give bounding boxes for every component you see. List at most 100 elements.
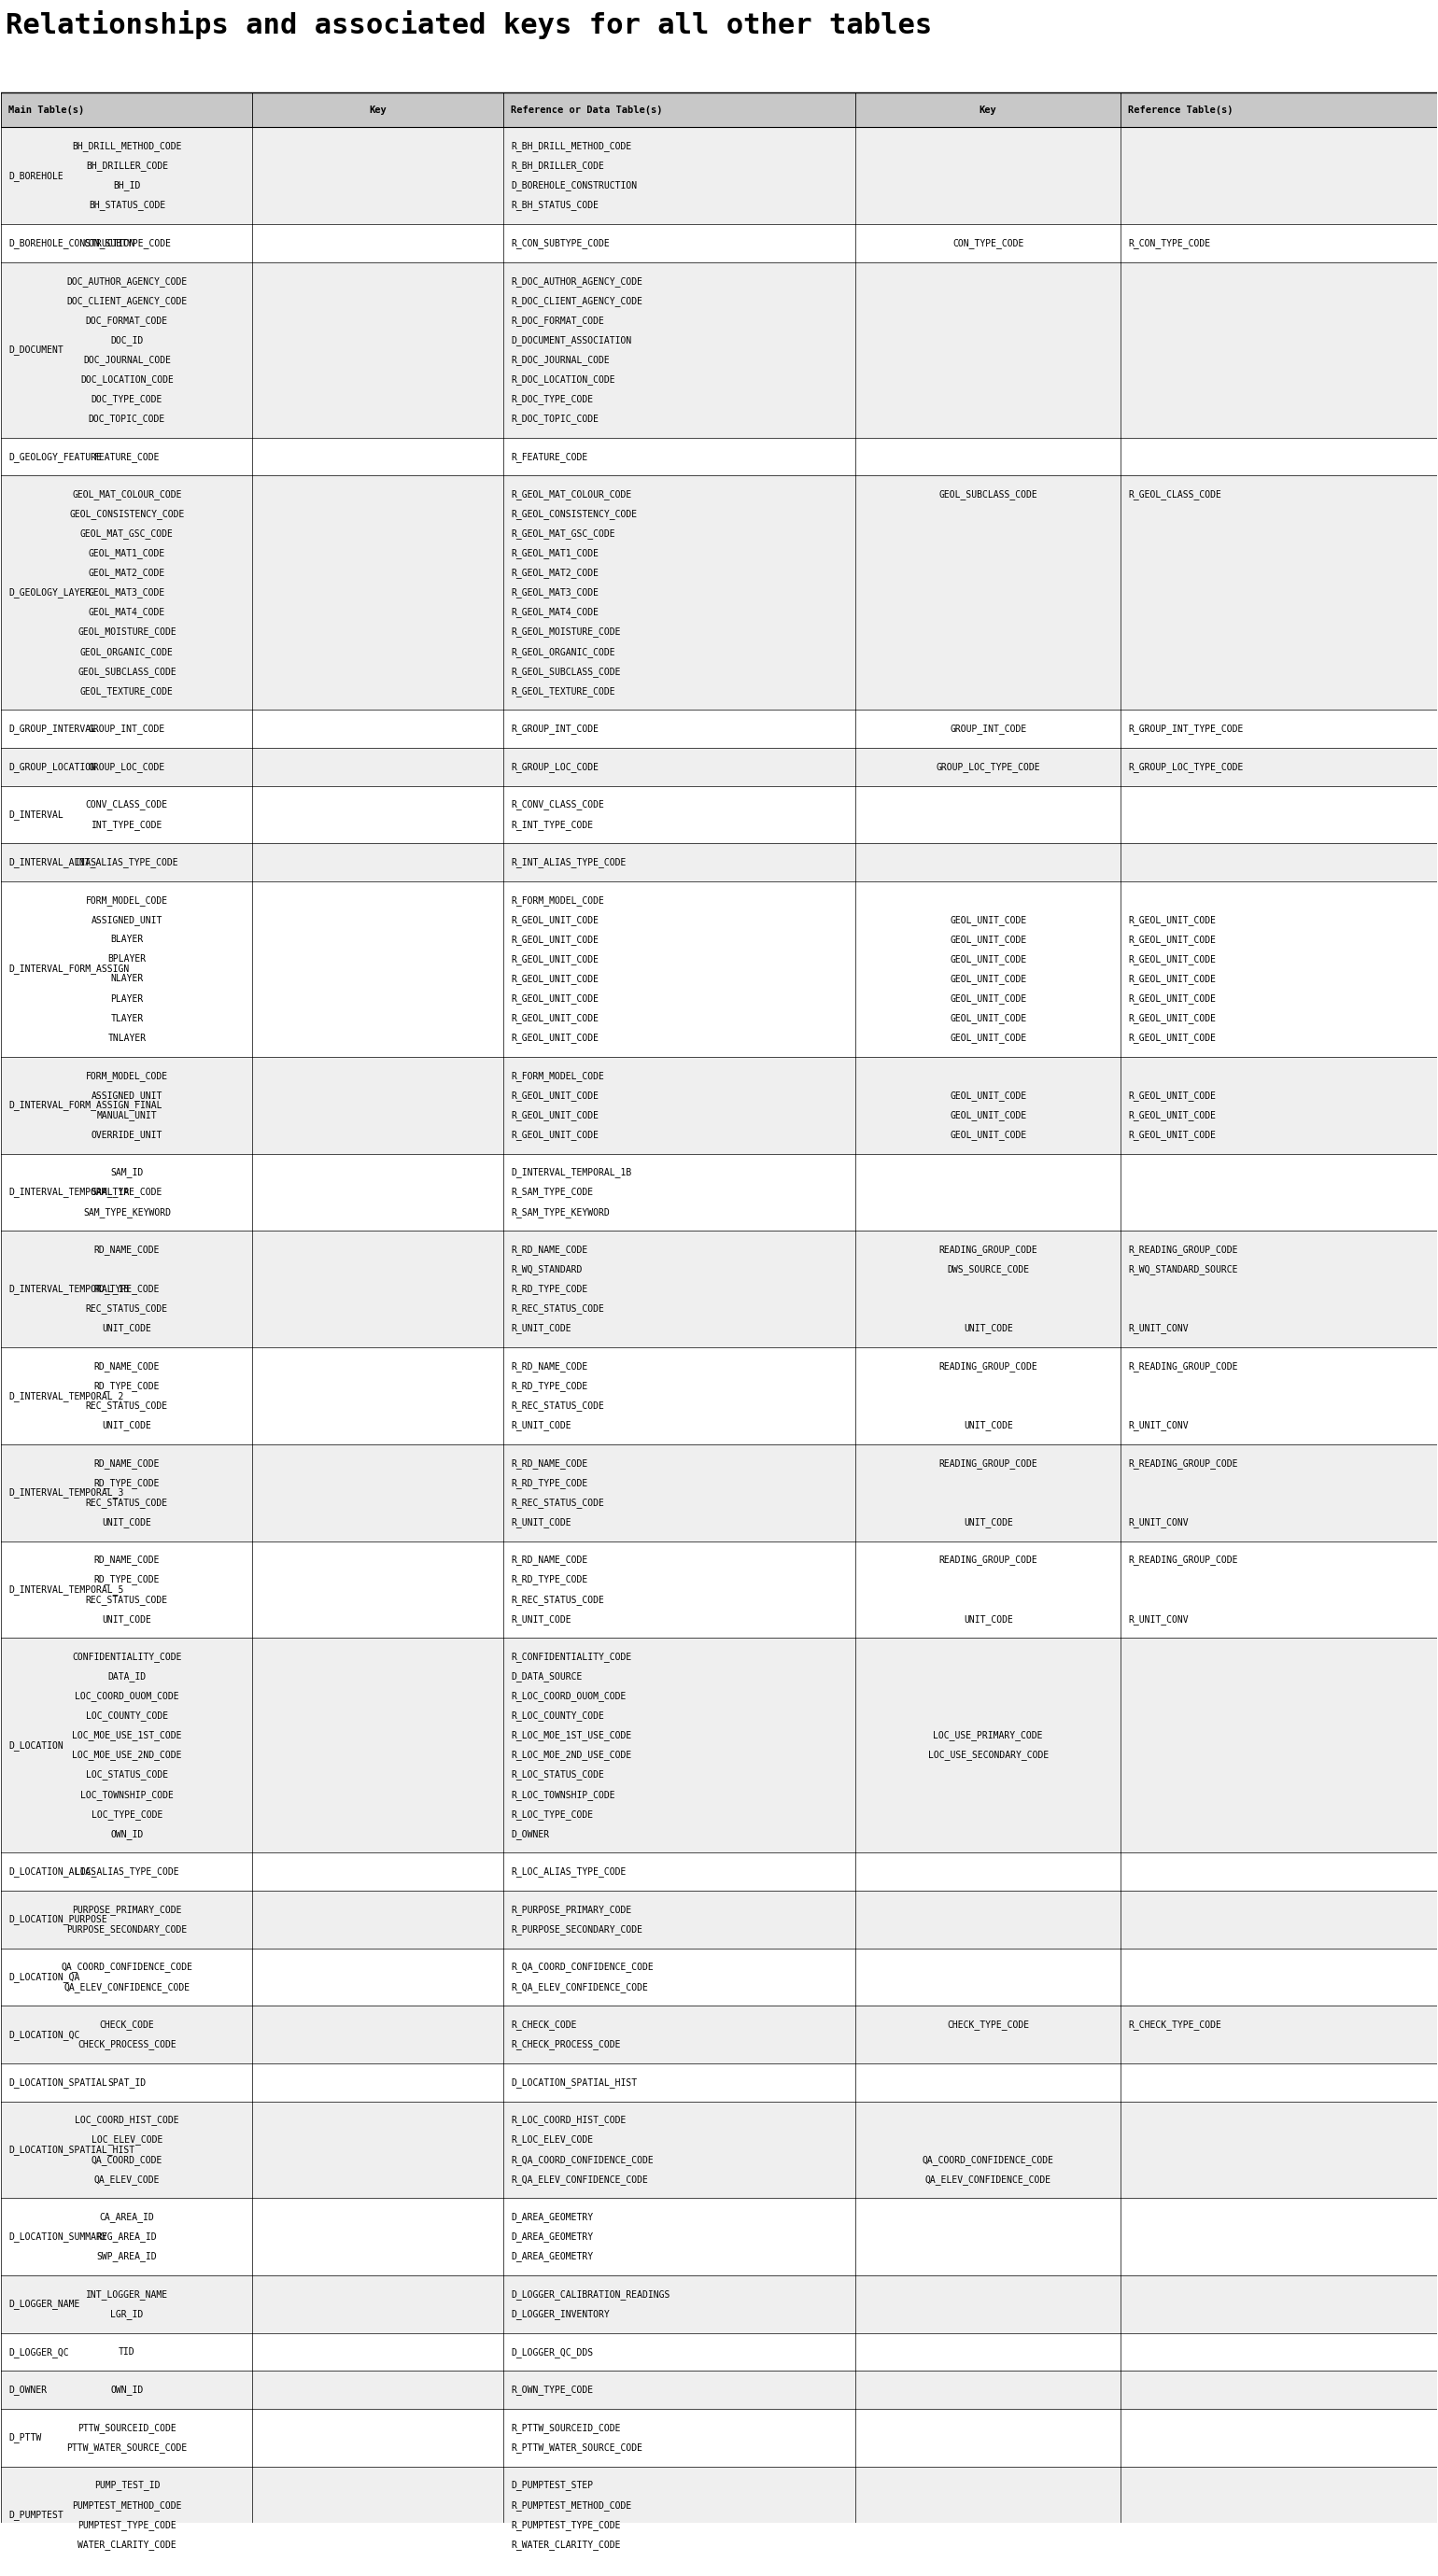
- Text: R_FEATURE_CODE: R_FEATURE_CODE: [510, 451, 588, 461]
- Text: R_UNIT_CODE: R_UNIT_CODE: [510, 1517, 571, 1528]
- Text: D_LOGGER_CALIBRATION_READINGS: D_LOGGER_CALIBRATION_READINGS: [510, 2290, 670, 2300]
- Text: R_GROUP_LOC_TYPE_CODE: R_GROUP_LOC_TYPE_CODE: [1129, 762, 1244, 773]
- Bar: [1, 2370, 1437, 2409]
- Text: R_DOC_LOCATION_CODE: R_DOC_LOCATION_CODE: [510, 374, 615, 384]
- Text: R_CHECK_TYPE_CODE: R_CHECK_TYPE_CODE: [1129, 2020, 1222, 2030]
- Text: R_GEOL_UNIT_CODE: R_GEOL_UNIT_CODE: [1129, 974, 1217, 984]
- Text: PURPOSE_SECONDARY_CODE: PURPOSE_SECONDARY_CODE: [66, 1924, 187, 1935]
- Text: GEOL_MAT4_CODE: GEOL_MAT4_CODE: [89, 608, 165, 618]
- Text: UNIT_CODE: UNIT_CODE: [102, 1517, 151, 1528]
- Text: READING_GROUP_CODE: READING_GROUP_CODE: [939, 1360, 1037, 1370]
- Text: R_DOC_TYPE_CODE: R_DOC_TYPE_CODE: [510, 394, 594, 404]
- Text: D_GEOLOGY_FEATURE: D_GEOLOGY_FEATURE: [9, 451, 102, 461]
- Text: FORM_MODEL_CODE: FORM_MODEL_CODE: [86, 1072, 168, 1082]
- Text: D_INTERVAL_TEMPORAL_2: D_INTERVAL_TEMPORAL_2: [9, 1391, 124, 1401]
- Text: R_LOC_COORD_HIST_CODE: R_LOC_COORD_HIST_CODE: [510, 2115, 627, 2125]
- Text: D_DOCUMENT: D_DOCUMENT: [9, 345, 63, 355]
- Text: UNIT_CODE: UNIT_CODE: [963, 1615, 1012, 1625]
- Bar: [1, 711, 1437, 747]
- Text: R_REC_STATUS_CODE: R_REC_STATUS_CODE: [510, 1401, 604, 1412]
- Bar: [1, 2275, 1437, 2334]
- Text: R_QA_ELEV_CONFIDENCE_CODE: R_QA_ELEV_CONFIDENCE_CODE: [510, 1981, 649, 1991]
- Text: DOC_JOURNAL_CODE: DOC_JOURNAL_CODE: [83, 355, 171, 366]
- Text: REC_STATUS_CODE: REC_STATUS_CODE: [86, 1497, 168, 1507]
- Text: D_BOREHOLE_CONSTRUCTION: D_BOREHOLE_CONSTRUCTION: [9, 237, 135, 247]
- Text: R_CHECK_PROCESS_CODE: R_CHECK_PROCESS_CODE: [510, 2040, 621, 2050]
- Text: LOC_MOE_USE_1ST_CODE: LOC_MOE_USE_1ST_CODE: [72, 1731, 181, 1741]
- Bar: [1, 1445, 1437, 1540]
- Bar: [1, 747, 1437, 786]
- Text: RD_TYPE_CODE: RD_TYPE_CODE: [93, 1574, 160, 1584]
- Text: INT_LOGGER_NAME: INT_LOGGER_NAME: [86, 2290, 168, 2300]
- Text: GEOL_SUBCLASS_CODE: GEOL_SUBCLASS_CODE: [939, 489, 1037, 500]
- Text: GEOL_MAT_GSC_CODE: GEOL_MAT_GSC_CODE: [81, 528, 174, 538]
- Text: D_LOCATION: D_LOCATION: [9, 1741, 63, 1752]
- Text: Relationships and associated keys for all other tables: Relationships and associated keys for al…: [6, 10, 932, 39]
- Bar: [1, 438, 1437, 477]
- Text: R_WQ_STANDARD: R_WQ_STANDARD: [510, 1265, 582, 1275]
- Text: R_WQ_STANDARD_SOURCE: R_WQ_STANDARD_SOURCE: [1129, 1265, 1238, 1275]
- Text: LOC_USE_SECONDARY_CODE: LOC_USE_SECONDARY_CODE: [928, 1749, 1048, 1759]
- Text: R_RD_TYPE_CODE: R_RD_TYPE_CODE: [510, 1381, 588, 1391]
- Text: R_LOC_COUNTY_CODE: R_LOC_COUNTY_CODE: [510, 1710, 604, 1721]
- Text: CHECK_PROCESS_CODE: CHECK_PROCESS_CODE: [78, 2040, 177, 2050]
- Bar: [1, 2409, 1437, 2465]
- Bar: [1, 1347, 1437, 1445]
- Text: R_GEOL_UNIT_CODE: R_GEOL_UNIT_CODE: [510, 953, 598, 963]
- Text: D_LOGGER_QC_DDS: D_LOGGER_QC_DDS: [510, 2347, 594, 2357]
- Text: PUMPTEST_TYPE_CODE: PUMPTEST_TYPE_CODE: [78, 2519, 177, 2530]
- Text: R_GEOL_UNIT_CODE: R_GEOL_UNIT_CODE: [1129, 935, 1217, 945]
- Text: R_GROUP_LOC_CODE: R_GROUP_LOC_CODE: [510, 762, 598, 773]
- Text: PURPOSE_PRIMARY_CODE: PURPOSE_PRIMARY_CODE: [72, 1904, 181, 1914]
- Text: GROUP_INT_CODE: GROUP_INT_CODE: [949, 724, 1027, 734]
- Text: CONV_CLASS_CODE: CONV_CLASS_CODE: [86, 799, 168, 809]
- Text: R_PURPOSE_PRIMARY_CODE: R_PURPOSE_PRIMARY_CODE: [510, 1904, 631, 1914]
- Text: WATER_CLARITY_CODE: WATER_CLARITY_CODE: [78, 2540, 177, 2550]
- Text: DOC_CLIENT_AGENCY_CODE: DOC_CLIENT_AGENCY_CODE: [66, 296, 187, 307]
- Bar: [1, 2007, 1437, 2063]
- Text: R_GEOL_UNIT_CODE: R_GEOL_UNIT_CODE: [1129, 953, 1217, 963]
- Text: R_INT_TYPE_CODE: R_INT_TYPE_CODE: [510, 819, 594, 829]
- Text: QA_ELEV_CONFIDENCE_CODE: QA_ELEV_CONFIDENCE_CODE: [925, 2174, 1051, 2184]
- Text: R_GEOL_UNIT_CODE: R_GEOL_UNIT_CODE: [510, 974, 598, 984]
- Text: R_BH_STATUS_CODE: R_BH_STATUS_CODE: [510, 201, 598, 211]
- Text: D_LOCATION_QC: D_LOCATION_QC: [9, 2030, 81, 2040]
- Text: D_INTERVAL_TEMPORAL_1A: D_INTERVAL_TEMPORAL_1A: [9, 1188, 129, 1198]
- Text: GEOL_MAT_COLOUR_CODE: GEOL_MAT_COLOUR_CODE: [72, 489, 181, 500]
- Text: TLAYER: TLAYER: [111, 1012, 144, 1023]
- Text: D_GROUP_INTERVAL: D_GROUP_INTERVAL: [9, 724, 96, 734]
- Text: LOC_USE_PRIMARY_CODE: LOC_USE_PRIMARY_CODE: [933, 1731, 1043, 1741]
- Text: R_GEOL_UNIT_CODE: R_GEOL_UNIT_CODE: [510, 1110, 598, 1121]
- Text: R_REC_STATUS_CODE: R_REC_STATUS_CODE: [510, 1303, 604, 1314]
- Text: GEOL_UNIT_CODE: GEOL_UNIT_CODE: [949, 974, 1027, 984]
- Text: UNIT_CODE: UNIT_CODE: [963, 1419, 1012, 1430]
- Text: R_GEOL_MOISTURE_CODE: R_GEOL_MOISTURE_CODE: [510, 626, 621, 636]
- Text: CON_SUBTYPE_CODE: CON_SUBTYPE_CODE: [83, 237, 171, 247]
- Text: GEOL_TEXTURE_CODE: GEOL_TEXTURE_CODE: [81, 685, 174, 696]
- Text: OVERRIDE_UNIT: OVERRIDE_UNIT: [91, 1131, 162, 1139]
- Text: D_AREA_GEOMETRY: D_AREA_GEOMETRY: [510, 2231, 594, 2241]
- Text: D_INTERVAL_FORM_ASSIGN_FINAL: D_INTERVAL_FORM_ASSIGN_FINAL: [9, 1100, 162, 1110]
- Text: D_LOCATION_SUMMARY: D_LOCATION_SUMMARY: [9, 2231, 108, 2241]
- Text: R_RD_NAME_CODE: R_RD_NAME_CODE: [510, 1556, 588, 1566]
- Text: FEATURE_CODE: FEATURE_CODE: [93, 451, 160, 461]
- Text: QA_COORD_CODE: QA_COORD_CODE: [91, 2154, 162, 2164]
- Text: UNIT_CODE: UNIT_CODE: [963, 1324, 1012, 1334]
- Text: LOC_TYPE_CODE: LOC_TYPE_CODE: [91, 1808, 162, 1819]
- Text: R_LOC_TYPE_CODE: R_LOC_TYPE_CODE: [510, 1808, 594, 1819]
- Text: R_GEOL_MAT3_CODE: R_GEOL_MAT3_CODE: [510, 587, 598, 598]
- Text: GEOL_UNIT_CODE: GEOL_UNIT_CODE: [949, 994, 1027, 1005]
- Text: R_LOC_MOE_1ST_USE_CODE: R_LOC_MOE_1ST_USE_CODE: [510, 1731, 631, 1741]
- Text: R_GEOL_MAT4_CODE: R_GEOL_MAT4_CODE: [510, 608, 598, 618]
- Text: R_DOC_CLIENT_AGENCY_CODE: R_DOC_CLIENT_AGENCY_CODE: [510, 296, 643, 307]
- Text: R_GEOL_MAT_GSC_CODE: R_GEOL_MAT_GSC_CODE: [510, 528, 615, 538]
- Text: LOC_COUNTY_CODE: LOC_COUNTY_CODE: [86, 1710, 168, 1721]
- Text: R_CONV_CLASS_CODE: R_CONV_CLASS_CODE: [510, 799, 604, 809]
- Text: SAM_ID: SAM_ID: [111, 1167, 144, 1177]
- Text: Key: Key: [979, 106, 997, 116]
- Text: R_DOC_FORMAT_CODE: R_DOC_FORMAT_CODE: [510, 314, 604, 325]
- Text: RD_NAME_CODE: RD_NAME_CODE: [93, 1458, 160, 1468]
- Text: CONFIDENTIALITY_CODE: CONFIDENTIALITY_CODE: [72, 1651, 181, 1662]
- Text: BH_ID: BH_ID: [114, 180, 141, 191]
- Text: R_RD_TYPE_CODE: R_RD_TYPE_CODE: [510, 1574, 588, 1584]
